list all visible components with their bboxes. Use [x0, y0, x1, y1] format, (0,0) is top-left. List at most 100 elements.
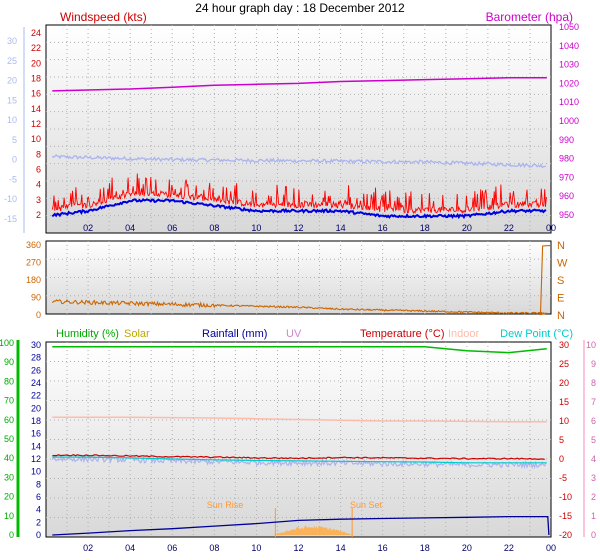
rain-tick-3: 24 [31, 378, 41, 388]
temperature-tick-0: 30 [559, 340, 569, 350]
climate-time-tick-16: 16 [378, 543, 388, 553]
uv-tick-8: 2 [591, 492, 596, 502]
windspeed-tick-1: 22 [31, 43, 41, 53]
direction-degrees-axis: 360 270 180 90 0 [26, 240, 41, 320]
rain-tick-14: 2 [36, 517, 41, 527]
wind-direction-line [51, 244, 552, 316]
temperature-tick-3: 15 [559, 397, 569, 407]
outer-temp-tick-8: -10 [4, 194, 17, 204]
wind-time-tick-00: 00 [546, 223, 556, 233]
wind-time-tick-06: 06 [167, 223, 177, 233]
barometer-axis-title: Barometer (hpa) [486, 10, 573, 24]
page-title: 24 hour graph day : 18 December 2012 [195, 1, 405, 15]
humidity-tick-3: 70 [4, 396, 14, 406]
barometer-tick-9: 960 [559, 191, 574, 201]
windspeed-tick-9: 6 [36, 165, 41, 175]
wind-time-tick-08: 08 [209, 223, 219, 233]
windspeed-axis: 24 22 20 18 16 14 12 10 8 6 4 3 2 [31, 28, 41, 220]
uv-tick-10: 0 [591, 530, 596, 540]
windspeed-gust-line [51, 173, 547, 215]
temperature-tick-8: -10 [559, 492, 572, 502]
humidity-tick-4: 60 [4, 415, 14, 425]
climate-time-tick-04: 04 [125, 543, 135, 553]
rain-tick-13: 4 [36, 505, 41, 515]
humidity-line [52, 346, 547, 354]
temperature-tick-2: 20 [559, 378, 569, 388]
uv-tick-5: 5 [591, 435, 596, 445]
legend-uv: UV [286, 328, 302, 340]
direction-series [51, 244, 552, 316]
uv-tick-7: 3 [591, 473, 596, 483]
windspeed-tick-7: 10 [31, 134, 41, 144]
windspeed-tick-4: 16 [31, 89, 41, 99]
humidity-tick-0: 100 [0, 338, 14, 348]
climate-time-axis: 02 04 06 08 10 12 14 16 18 20 22 00 [83, 543, 556, 553]
temperature-axis: 30 25 20 15 10 5 0 -5 -10 -15 -20 [559, 340, 572, 540]
humidity-tick-10: 0 [9, 530, 14, 540]
uv-tick-6: 4 [591, 454, 596, 464]
dewpoint-line [52, 456, 547, 464]
sunset-label: Sun Set [350, 500, 383, 510]
outer-temp-tick-5: 5 [12, 135, 17, 145]
barometer-tick-10: 950 [559, 210, 574, 220]
windspeed-tick-2: 20 [31, 58, 41, 68]
windspeed-tick-5: 14 [31, 104, 41, 114]
windspeed-tick-8: 8 [36, 149, 41, 159]
barometer-tick-1: 1040 [559, 41, 579, 51]
direction-degree-tick-0: 360 [26, 240, 41, 250]
solar-area [273, 525, 354, 535]
climate-time-tick-08: 08 [209, 543, 219, 553]
uv-tick-0: 10 [586, 340, 596, 350]
outer-temperature-line [51, 154, 547, 169]
sunrise-label: Sun Rise [207, 500, 244, 510]
rain-tick-7: 16 [31, 429, 41, 439]
humidity-tick-7: 30 [4, 472, 14, 482]
climate-time-tick-12: 12 [293, 543, 303, 553]
direction-degree-tick-2: 180 [26, 275, 41, 285]
uv-tick-4: 6 [591, 416, 596, 426]
compass-tick-4: N [557, 310, 565, 322]
climate-time-tick-18: 18 [420, 543, 430, 553]
wind-panel: Windspeed (kts) Barometer (hpa) 24222018… [4, 10, 579, 234]
legend-rainfall: Rainfall (mm) [202, 328, 267, 340]
climate-time-tick-22: 22 [504, 543, 514, 553]
barometer-tick-3: 1020 [559, 78, 579, 88]
outer-temp-tick-6: 0 [12, 155, 17, 165]
wind-panel-time-axis: 02 04 06 08 10 12 14 16 18 20 22 00 [83, 223, 556, 233]
rain-tick-6: 18 [31, 416, 41, 426]
barometer-line [52, 77, 547, 92]
humidity-tick-5: 50 [4, 434, 14, 444]
windspeed-tick-3: 18 [31, 74, 41, 84]
humidity-tick-2: 80 [4, 376, 14, 386]
rain-tick-15: 0 [36, 530, 41, 540]
windspeed-tick-11: 3 [36, 195, 41, 205]
direction-degree-tick-4: 0 [36, 310, 41, 320]
uv-tick-2: 8 [591, 378, 596, 388]
wind-time-tick-14: 14 [336, 223, 346, 233]
legend-temperature: Temperature (°C) [360, 328, 444, 340]
rain-tick-4: 22 [31, 391, 41, 401]
climate-time-tick-14: 14 [336, 543, 346, 553]
direction-degree-tick-1: 270 [26, 258, 41, 268]
barometer-tick-2: 1030 [559, 60, 579, 70]
outer-temp-tick-3: 15 [7, 95, 17, 105]
outer-temp-tick-4: 10 [7, 115, 17, 125]
compass-tick-3: E [557, 293, 564, 305]
climate-time-tick-20: 20 [462, 543, 472, 553]
wind-panel-series [51, 77, 547, 220]
wind-time-tick-18: 18 [420, 223, 430, 233]
uv-tick-3: 7 [591, 397, 596, 407]
wind-time-tick-02: 02 [83, 223, 93, 233]
outer-temp-tick-1: 25 [7, 56, 17, 66]
humidity-tick-6: 40 [4, 453, 14, 463]
compass-tick-2: S [557, 275, 564, 287]
uv-tick-1: 9 [591, 359, 596, 369]
outer-temp-tick-7: -5 [9, 174, 17, 184]
wind-time-tick-22: 22 [504, 223, 514, 233]
legend-indoor: Indoor [448, 328, 480, 340]
